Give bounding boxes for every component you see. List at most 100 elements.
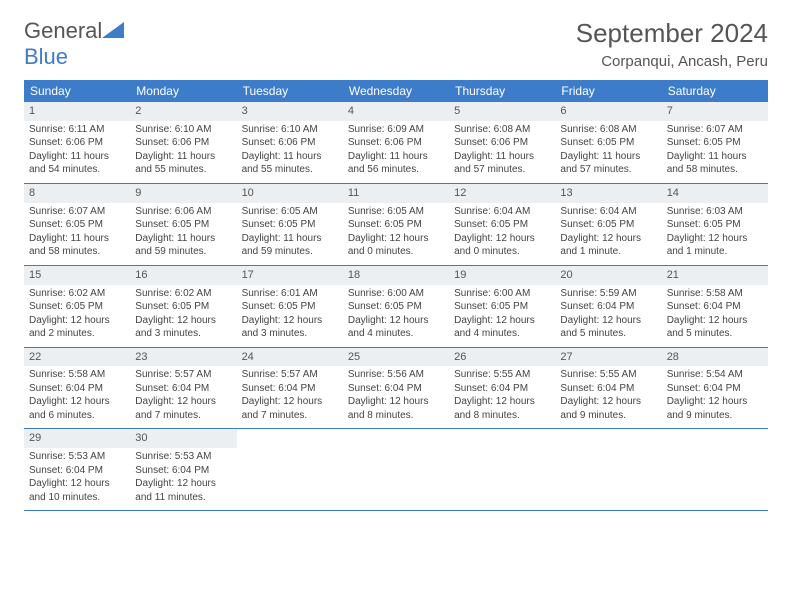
day-body: Sunrise: 5:57 AMSunset: 6:04 PMDaylight:… <box>237 368 343 428</box>
week-row: 8Sunrise: 6:07 AMSunset: 6:05 PMDaylight… <box>24 184 768 266</box>
day-number: 6 <box>555 102 661 121</box>
sunrise-line: Sunrise: 6:07 AM <box>667 124 743 135</box>
title-block: September 2024 Corpanqui, Ancash, Peru <box>576 18 768 70</box>
day-body: Sunrise: 6:02 AMSunset: 6:05 PMDaylight:… <box>24 287 130 347</box>
day-cell: 17 Sunrise: 6:01 AMSunset: 6:05 PMDayligh… <box>237 266 343 347</box>
day-body: Sunrise: 5:58 AMSunset: 6:04 PMDaylight:… <box>24 368 130 428</box>
day-cell: 27Sunrise: 5:55 AMSunset: 6:04 PMDayligh… <box>555 348 661 429</box>
day-body: Sunrise: 6:02 AMSunset: 6:05 PMDaylight:… <box>130 287 236 347</box>
sunrise-line: Sunrise: 5:57 AM <box>135 369 211 380</box>
sunset-line: Sunset: 6:06 PM <box>348 137 422 148</box>
sunrise-line: Sunrise: 6:04 AM <box>560 206 636 217</box>
day-cell: 1Sunrise: 6:11 AMSunset: 6:06 PMDaylight… <box>24 102 130 183</box>
day-body: Sunrise: 6:07 AMSunset: 6:05 PMDaylight:… <box>24 205 130 265</box>
day-number: 7 <box>662 102 768 121</box>
logo: General Blue <box>24 18 124 70</box>
day-cell: 28Sunrise: 5:54 AMSunset: 6:04 PMDayligh… <box>662 348 768 429</box>
day-cell: .. <box>449 429 555 510</box>
day-number: 10 <box>237 184 343 203</box>
day-of-week: Saturday <box>662 80 768 102</box>
logo-text: General Blue <box>24 18 124 70</box>
sunset-line: Sunset: 6:05 PM <box>135 219 209 230</box>
day-body: Sunrise: 5:57 AMSunset: 6:04 PMDaylight:… <box>130 368 236 428</box>
sunset-line: Sunset: 6:04 PM <box>135 383 209 394</box>
day-cell: 5Sunrise: 6:08 AMSunset: 6:06 PMDaylight… <box>449 102 555 183</box>
sunset-line: Sunset: 6:04 PM <box>667 301 741 312</box>
sunrise-line: Sunrise: 6:08 AM <box>454 124 530 135</box>
day-body: Sunrise: 6:10 AMSunset: 6:06 PMDaylight:… <box>130 123 236 183</box>
sunrise-line: Sunrise: 6:10 AM <box>242 124 318 135</box>
daylight-line: Daylight: 11 hours and 55 minutes. <box>135 151 215 176</box>
day-number: 15 <box>24 266 130 285</box>
sunset-line: Sunset: 6:06 PM <box>135 137 209 148</box>
day-body: Sunrise: 6:11 AMSunset: 6:06 PMDaylight:… <box>24 123 130 183</box>
day-number: 4 <box>343 102 449 121</box>
sunrise-line: Sunrise: 5:53 AM <box>29 451 105 462</box>
day-number: 5 <box>449 102 555 121</box>
day-body: Sunrise: 5:58 AMSunset: 6:04 PMDaylight:… <box>662 287 768 347</box>
day-number: 19 <box>449 266 555 285</box>
daylight-line: Daylight: 12 hours and 3 minutes. <box>242 315 323 340</box>
sunrise-line: Sunrise: 5:59 AM <box>560 288 636 299</box>
day-body: Sunrise: 6:09 AMSunset: 6:06 PMDaylight:… <box>343 123 449 183</box>
day-body: Sunrise: 6:06 AMSunset: 6:05 PMDaylight:… <box>130 205 236 265</box>
sunset-line: Sunset: 6:05 PM <box>667 137 741 148</box>
sunset-line: Sunset: 6:04 PM <box>560 301 634 312</box>
sunset-line: Sunset: 6:06 PM <box>29 137 103 148</box>
day-cell: 29Sunrise: 5:53 AMSunset: 6:04 PMDayligh… <box>24 429 130 510</box>
sunrise-line: Sunrise: 5:57 AM <box>242 369 318 380</box>
day-number: 21 <box>662 266 768 285</box>
sunrise-line: Sunrise: 5:53 AM <box>135 451 211 462</box>
day-cell: 30Sunrise: 5:53 AMSunset: 6:04 PMDayligh… <box>130 429 236 510</box>
sunset-line: Sunset: 6:05 PM <box>242 301 316 312</box>
day-cell: .. <box>555 429 661 510</box>
day-number: 18 <box>343 266 449 285</box>
week-row: 15Sunrise: 6:02 AMSunset: 6:05 PMDayligh… <box>24 266 768 348</box>
sunset-line: Sunset: 6:05 PM <box>29 301 103 312</box>
daylight-line: Daylight: 12 hours and 8 minutes. <box>348 396 429 421</box>
day-body: Sunrise: 6:00 AMSunset: 6:05 PMDaylight:… <box>449 287 555 347</box>
sunrise-line: Sunrise: 5:54 AM <box>667 369 743 380</box>
day-cell: .. <box>662 429 768 510</box>
sunset-line: Sunset: 6:05 PM <box>242 219 316 230</box>
daylight-line: Daylight: 12 hours and 6 minutes. <box>29 396 110 421</box>
sunrise-line: Sunrise: 6:06 AM <box>135 206 211 217</box>
day-cell: 16Sunrise: 6:02 AMSunset: 6:05 PMDayligh… <box>130 266 236 347</box>
day-body: Sunrise: 6:01 AMSunset: 6:05 PMDaylight:… <box>237 287 343 347</box>
daylight-line: Daylight: 12 hours and 0 minutes. <box>348 233 429 258</box>
day-number: 23 <box>130 348 236 367</box>
daylight-line: Daylight: 11 hours and 57 minutes. <box>560 151 640 176</box>
sunrise-line: Sunrise: 6:02 AM <box>29 288 105 299</box>
week-row: 29Sunrise: 5:53 AMSunset: 6:04 PMDayligh… <box>24 429 768 511</box>
day-cell: 24Sunrise: 5:57 AMSunset: 6:04 PMDayligh… <box>237 348 343 429</box>
daylight-line: Daylight: 12 hours and 7 minutes. <box>242 396 323 421</box>
day-cell: .. <box>237 429 343 510</box>
day-cell: 9Sunrise: 6:06 AMSunset: 6:05 PMDaylight… <box>130 184 236 265</box>
daylight-line: Daylight: 12 hours and 4 minutes. <box>348 315 429 340</box>
day-number: 30 <box>130 429 236 448</box>
day-number: 17 <box>237 266 343 285</box>
sunset-line: Sunset: 6:05 PM <box>348 301 422 312</box>
sunrise-line: Sunrise: 5:56 AM <box>348 369 424 380</box>
logo-text-general: General <box>24 18 102 43</box>
sunrise-line: Sunrise: 6:04 AM <box>454 206 530 217</box>
day-cell: 11Sunrise: 6:05 AMSunset: 6:05 PMDayligh… <box>343 184 449 265</box>
sunset-line: Sunset: 6:06 PM <box>242 137 316 148</box>
daylight-line: Daylight: 12 hours and 5 minutes. <box>667 315 748 340</box>
day-cell: 8Sunrise: 6:07 AMSunset: 6:05 PMDaylight… <box>24 184 130 265</box>
sunset-line: Sunset: 6:04 PM <box>560 383 634 394</box>
day-cell: 2Sunrise: 6:10 AMSunset: 6:06 PMDaylight… <box>130 102 236 183</box>
day-cell: 13Sunrise: 6:04 AMSunset: 6:05 PMDayligh… <box>555 184 661 265</box>
daylight-line: Daylight: 12 hours and 4 minutes. <box>454 315 535 340</box>
sunrise-line: Sunrise: 6:09 AM <box>348 124 424 135</box>
day-number: 13 <box>555 184 661 203</box>
day-body: Sunrise: 6:04 AMSunset: 6:05 PMDaylight:… <box>449 205 555 265</box>
sunset-line: Sunset: 6:06 PM <box>454 137 528 148</box>
sunset-line: Sunset: 6:04 PM <box>454 383 528 394</box>
sunset-line: Sunset: 6:05 PM <box>29 219 103 230</box>
week-row: 22Sunrise: 5:58 AMSunset: 6:04 PMDayligh… <box>24 348 768 430</box>
sunset-line: Sunset: 6:05 PM <box>560 137 634 148</box>
day-number: 24 <box>237 348 343 367</box>
sunset-line: Sunset: 6:05 PM <box>454 301 528 312</box>
weeks-container: 1Sunrise: 6:11 AMSunset: 6:06 PMDaylight… <box>24 102 768 511</box>
